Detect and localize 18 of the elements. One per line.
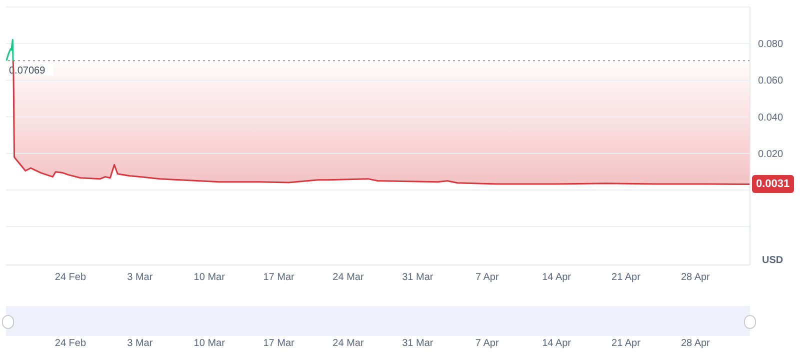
range-slider: 24 Feb 3 Mar 10 Mar 17 Mar 24 Mar 31 Mar 7 Apr 14 Apr 21 Apr 28 Apr xyxy=(4,306,754,348)
y-axis-title: USD xyxy=(762,255,784,266)
x-tick-label: 10 Mar xyxy=(194,272,226,284)
annotation: 0.0031 xyxy=(752,175,794,194)
x-tick-label: 3 Mar xyxy=(127,272,154,284)
x-tick-label: 24 Feb xyxy=(54,272,86,284)
x-tick-label: 28 Apr xyxy=(680,272,711,284)
y-tick-label: 0.020 xyxy=(758,148,784,160)
y-tick-label: 0.080 xyxy=(758,39,784,50)
x-tick-label: 31 Mar xyxy=(402,272,434,284)
y-tick-label: 0.060 xyxy=(758,76,784,87)
line-series xyxy=(6,39,14,62)
x-tick-label: 17 Mar xyxy=(263,272,296,284)
x-tick-label: 21 Apr xyxy=(612,272,642,284)
y-tick-label: 0.040 xyxy=(758,112,784,124)
x-tick-label: 24 Mar xyxy=(332,272,364,284)
x-tick-label: 7 Apr xyxy=(475,272,500,284)
x-tick-label: 14 Apr xyxy=(542,272,572,284)
